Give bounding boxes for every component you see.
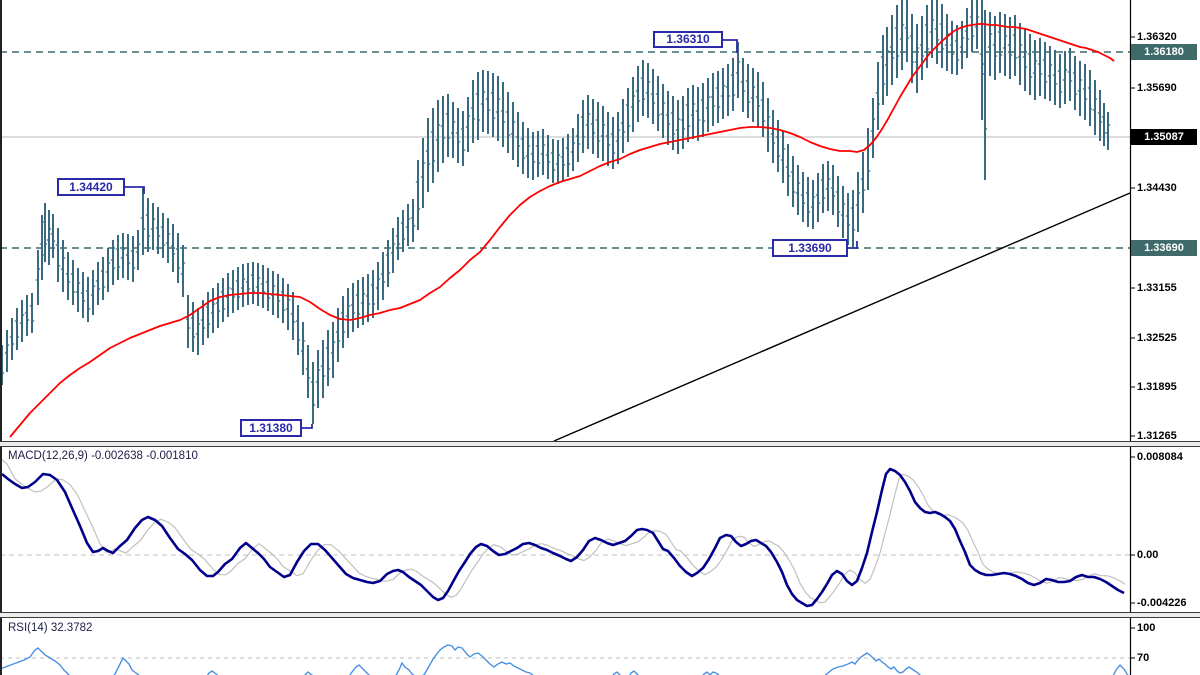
axis-label-70: 70 <box>1137 652 1150 664</box>
macd-indicator-label: MACD(12,26,9) -0.002638 -0.001810 <box>8 450 198 462</box>
axis-label-1.31895: 1.31895 <box>1137 381 1177 393</box>
axis-label-1.31265: 1.31265 <box>1137 430 1177 442</box>
price-level-tag: 1.33690 <box>1131 240 1197 256</box>
macd-pane[interactable] <box>0 447 1130 612</box>
axis-label-1.36320: 1.36320 <box>1137 31 1177 43</box>
current-price-tag: 1.35087 <box>1131 129 1197 145</box>
price-bars <box>1 0 1109 424</box>
object-connector <box>848 241 858 249</box>
rsi-line <box>0 644 1129 675</box>
price-label-object-1.36310[interactable]: 1.36310 <box>653 31 723 48</box>
axis-label-1.35690: 1.35690 <box>1137 82 1177 94</box>
price-level-tag: 1.36180 <box>1131 44 1197 60</box>
price-label-object-1.34420[interactable]: 1.34420 <box>57 178 125 196</box>
panel-separator-macd[interactable] <box>0 441 1200 447</box>
object-connector <box>302 424 313 429</box>
object-connector <box>125 186 145 194</box>
macd-main-line <box>1 467 1125 608</box>
moving-average-line[interactable] <box>9 23 1115 438</box>
panel-separator-rsi[interactable] <box>0 612 1200 618</box>
price-label-object-1.31380[interactable]: 1.31380 <box>240 419 302 437</box>
window-left-border <box>0 0 2 675</box>
axis-label--0.004226: -0.004226 <box>1137 597 1187 609</box>
axis-label-0.008084: 0.008084 <box>1137 451 1183 463</box>
rsi-pane[interactable] <box>0 618 1130 675</box>
price-pane[interactable] <box>0 0 1130 441</box>
price-label-object-1.33690[interactable]: 1.33690 <box>772 239 848 257</box>
axis-label-1.32525: 1.32525 <box>1137 332 1177 344</box>
rsi-indicator-label: RSI(14) 32.3782 <box>8 622 93 634</box>
axis-label-1.34430: 1.34430 <box>1137 182 1177 194</box>
axis-label-100: 100 <box>1137 622 1156 634</box>
axis-label-1.33155: 1.33155 <box>1137 282 1177 294</box>
object-connector <box>723 39 738 53</box>
trendline[interactable] <box>553 192 1131 442</box>
axis-label-0.00: 0.00 <box>1137 549 1159 561</box>
